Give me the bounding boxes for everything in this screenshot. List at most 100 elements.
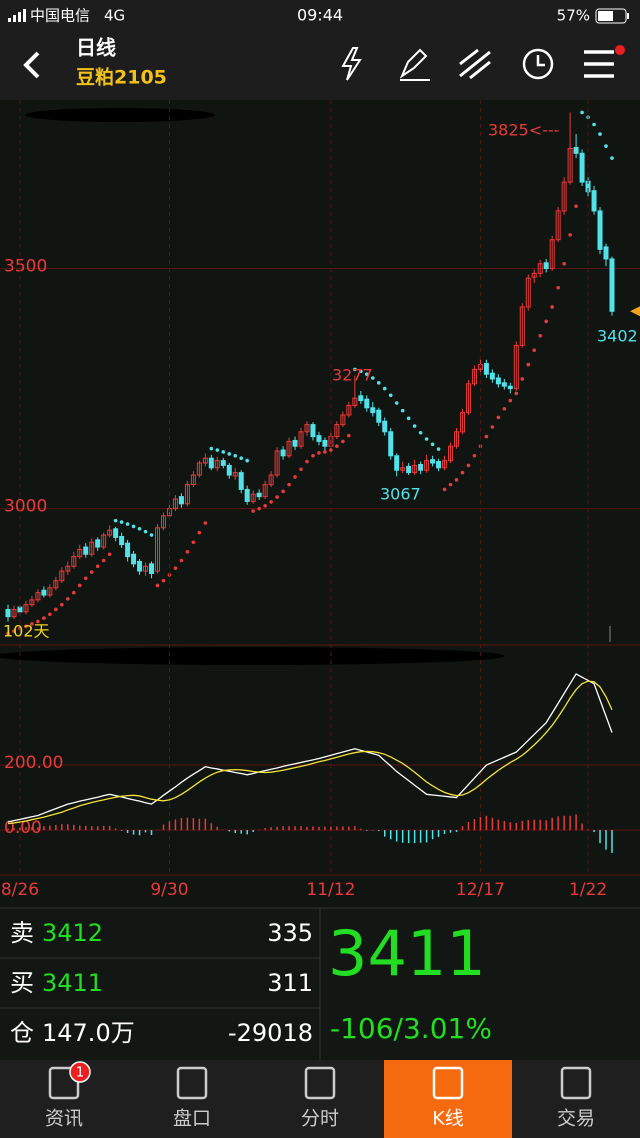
x-tick-label: 8/26 bbox=[1, 880, 39, 900]
sar-dot bbox=[580, 110, 584, 115]
tab-icon[interactable] bbox=[432, 1066, 464, 1100]
sar-dot bbox=[508, 398, 513, 403]
menu-icon[interactable] bbox=[584, 45, 625, 78]
candle-body bbox=[220, 460, 226, 466]
candle-body bbox=[178, 496, 184, 505]
sar-dot bbox=[30, 622, 34, 626]
y-tick-label: 200.00 bbox=[4, 753, 63, 773]
candle-body bbox=[591, 190, 597, 212]
quote-price: 3411 bbox=[42, 969, 103, 997]
tab-label[interactable]: 分时 bbox=[301, 1108, 339, 1130]
candle-body bbox=[298, 431, 304, 447]
candle-body bbox=[23, 604, 29, 613]
sar-dot bbox=[406, 416, 411, 421]
candle-body bbox=[370, 407, 376, 414]
candle-body bbox=[113, 528, 119, 538]
candle-body bbox=[412, 464, 418, 474]
candle-body bbox=[292, 439, 298, 447]
candle-body bbox=[125, 542, 131, 558]
quote-volume: 335 bbox=[267, 919, 313, 947]
sar-dot bbox=[6, 631, 10, 636]
sar-dot bbox=[125, 522, 130, 526]
tab-label[interactable]: 交易 bbox=[557, 1108, 595, 1130]
sar-dot bbox=[382, 386, 387, 391]
tab-icon[interactable] bbox=[304, 1066, 336, 1100]
candle-body bbox=[316, 435, 322, 442]
sar-dot bbox=[42, 616, 46, 620]
signal bbox=[8, 9, 26, 22]
sar-dot bbox=[149, 533, 154, 537]
sar-dot bbox=[430, 442, 435, 447]
candle-body bbox=[549, 239, 555, 270]
candle-body bbox=[59, 570, 65, 582]
sar-dot bbox=[137, 526, 142, 531]
page-title: 日线 bbox=[76, 36, 116, 60]
candle-body bbox=[430, 459, 436, 464]
sar-dot bbox=[466, 463, 471, 468]
sar-dot bbox=[113, 518, 118, 523]
candle-body bbox=[196, 462, 202, 476]
sar-dot bbox=[281, 489, 285, 494]
candle-body bbox=[513, 344, 519, 390]
sar-dot bbox=[376, 381, 381, 385]
sar-dot bbox=[293, 475, 297, 479]
sar-dot bbox=[12, 629, 16, 633]
y-tick-label: 3000 bbox=[4, 497, 47, 517]
candle-body bbox=[5, 608, 11, 618]
tab-icon[interactable] bbox=[176, 1066, 208, 1100]
sar-dot bbox=[562, 261, 566, 266]
macd-dea bbox=[7, 680, 613, 825]
sar-dot bbox=[245, 458, 249, 463]
x-tick-label: 9/30 bbox=[150, 880, 188, 900]
badge-count: 1 bbox=[76, 1066, 84, 1081]
candle-body bbox=[238, 472, 244, 490]
candle-body bbox=[232, 472, 238, 477]
annotation: 3277 bbox=[332, 366, 373, 385]
candle-body bbox=[155, 527, 160, 572]
back-button[interactable] bbox=[23, 51, 40, 79]
candle-body bbox=[454, 431, 459, 447]
candle-body bbox=[555, 210, 561, 241]
sar-dot bbox=[370, 376, 375, 380]
candle-body bbox=[436, 461, 442, 469]
sar-dot bbox=[119, 520, 124, 524]
redaction bbox=[25, 108, 215, 122]
draw-icon[interactable] bbox=[399, 48, 430, 81]
flash-icon[interactable] bbox=[341, 47, 362, 81]
sar-dot bbox=[233, 454, 238, 458]
sar-dot bbox=[520, 377, 525, 381]
tab-icon[interactable] bbox=[48, 1066, 80, 1100]
sar-dot bbox=[251, 509, 255, 513]
candle-body bbox=[95, 539, 101, 548]
sar-dot bbox=[179, 558, 184, 563]
tab-label[interactable]: 资讯 bbox=[45, 1108, 83, 1130]
candle-body bbox=[280, 449, 286, 457]
sar-dot bbox=[454, 478, 459, 482]
sar-dot bbox=[526, 362, 531, 367]
sar-dot bbox=[191, 540, 196, 545]
battery-level: 57% bbox=[557, 7, 590, 25]
sar-dot bbox=[448, 482, 453, 487]
tab-label[interactable]: 盘口 bbox=[173, 1108, 211, 1130]
tab-label[interactable]: K线 bbox=[432, 1108, 463, 1130]
tab-icon[interactable] bbox=[560, 1066, 592, 1100]
sar-dot bbox=[436, 447, 441, 451]
sar-dot bbox=[329, 448, 333, 452]
candle-body bbox=[519, 306, 525, 346]
candle-body bbox=[274, 450, 280, 476]
candle-body bbox=[525, 277, 531, 308]
pattern-icon[interactable] bbox=[459, 48, 491, 80]
candle-body bbox=[172, 498, 178, 510]
quote-volume: 311 bbox=[267, 969, 313, 997]
sar-dot bbox=[365, 372, 369, 376]
sar-dot bbox=[71, 590, 76, 595]
clock-icon[interactable] bbox=[522, 48, 554, 80]
sar-dot bbox=[598, 132, 602, 136]
sar-dot bbox=[484, 434, 489, 439]
candle-body bbox=[340, 414, 346, 426]
sar-dot bbox=[24, 624, 28, 629]
sar-dot bbox=[400, 408, 405, 413]
candle-body bbox=[41, 589, 47, 596]
sar-dot bbox=[418, 430, 423, 435]
